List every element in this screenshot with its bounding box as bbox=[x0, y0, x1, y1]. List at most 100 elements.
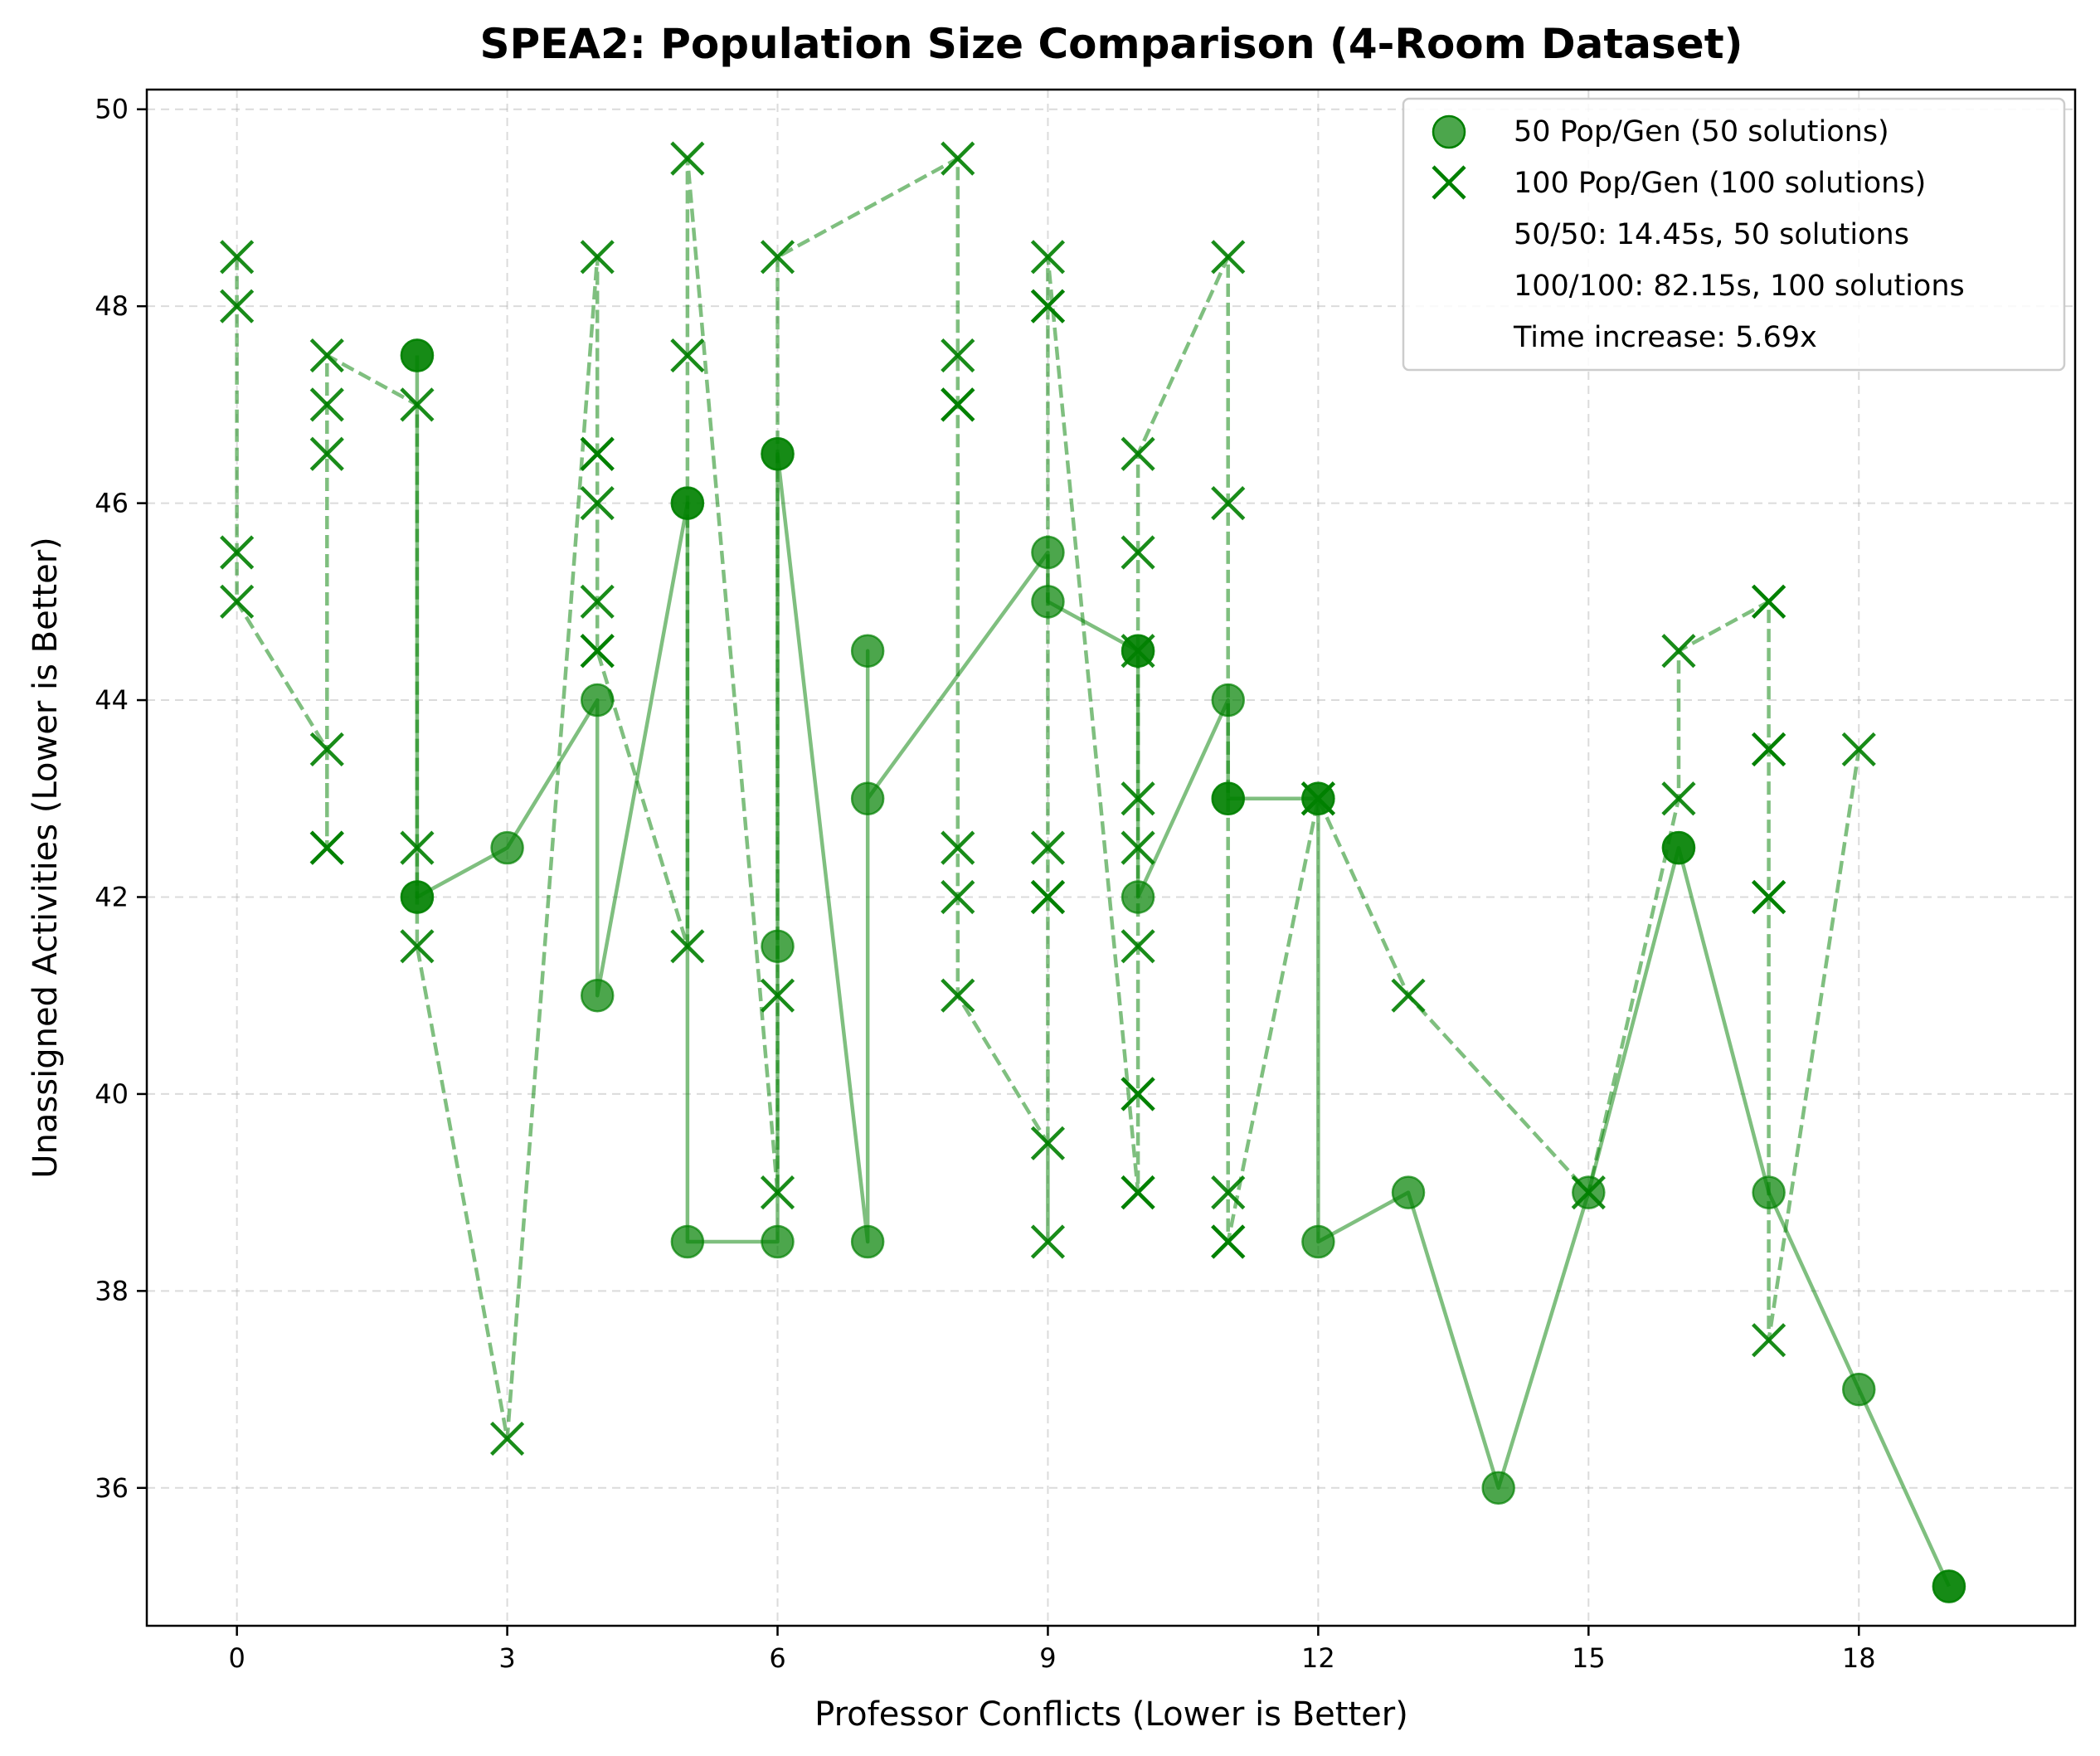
point-50-pop bbox=[1031, 585, 1065, 619]
point-100-pop bbox=[1120, 535, 1155, 570]
point-100-pop bbox=[1752, 879, 1786, 915]
point-100-pop bbox=[1211, 486, 1246, 521]
point-50-pop bbox=[580, 978, 615, 1013]
point-100-pop bbox=[309, 830, 344, 865]
point-100-pop bbox=[941, 879, 975, 915]
legend-note-100: 100/100: 82.15s, 100 solutions bbox=[1514, 270, 1965, 303]
point-50-pop bbox=[761, 1224, 795, 1259]
y-tick-label: 36 bbox=[95, 1472, 129, 1504]
point-50-pop bbox=[1481, 1471, 1515, 1505]
point-100-pop bbox=[580, 240, 615, 275]
point-100-pop bbox=[670, 141, 705, 176]
point-100-pop bbox=[1752, 1323, 1786, 1358]
data-marks bbox=[220, 141, 1966, 1603]
point-50-pop bbox=[1120, 880, 1155, 914]
x-tick-label: 0 bbox=[228, 1642, 245, 1674]
point-100-pop bbox=[941, 830, 975, 865]
point-100-pop bbox=[670, 929, 705, 964]
x-tick-label: 18 bbox=[1842, 1642, 1876, 1674]
legend-box bbox=[1402, 97, 2066, 372]
point-100-pop bbox=[580, 486, 615, 521]
x-axis-label: Professor Conflicts (Lower is Better) bbox=[814, 1695, 1408, 1734]
point-50-pop bbox=[1031, 535, 1065, 570]
point-100-pop bbox=[1211, 1224, 1246, 1259]
y-tick-label: 50 bbox=[95, 94, 129, 125]
y-axis-label: Unassigned Activities (Lower is Better) bbox=[27, 537, 65, 1178]
point-100-pop bbox=[1752, 732, 1786, 767]
series-line-1 bbox=[235, 156, 1861, 1441]
point-100-pop bbox=[1300, 781, 1335, 816]
x-tick-label: 12 bbox=[1301, 1642, 1335, 1674]
x-tick-label: 6 bbox=[769, 1642, 785, 1674]
point-50-pop bbox=[1842, 1372, 1876, 1407]
legend-marker-x bbox=[1432, 165, 1466, 200]
y-tick-label: 48 bbox=[95, 290, 129, 322]
point-100-pop bbox=[1661, 781, 1696, 816]
point-100-pop bbox=[1391, 978, 1426, 1013]
point-100-pop bbox=[941, 387, 975, 422]
point-50-pop bbox=[761, 437, 795, 471]
point-100-pop bbox=[580, 436, 615, 471]
point-100-pop bbox=[1120, 436, 1155, 471]
point-50-pop bbox=[580, 683, 615, 717]
point-50-pop bbox=[400, 880, 435, 914]
point-50-pop bbox=[1301, 1224, 1335, 1259]
point-100-pop bbox=[941, 338, 975, 373]
point-100-pop bbox=[941, 141, 975, 176]
plot-frame bbox=[145, 88, 2077, 1627]
point-100-pop bbox=[1841, 732, 1876, 767]
point-50-pop bbox=[670, 1224, 705, 1259]
x-tick-label: 15 bbox=[1572, 1642, 1606, 1674]
legend: 50 Pop/Gen (50 solutions) 100 Pop/Gen (1… bbox=[1402, 97, 2066, 372]
point-100-pop bbox=[760, 1175, 795, 1210]
point-100-pop bbox=[220, 584, 255, 619]
point-100-pop bbox=[1030, 1126, 1066, 1160]
legend-entry-50: 50 Pop/Gen (50 solutions) bbox=[1514, 115, 1889, 148]
point-100-pop bbox=[1120, 830, 1155, 865]
point-100-pop bbox=[1211, 1175, 1246, 1210]
point-100-pop bbox=[1752, 584, 1786, 619]
chart-title: SPEA2: Population Size Comparison (4-Roo… bbox=[480, 20, 1743, 68]
point-100-pop bbox=[1030, 289, 1066, 323]
y-axis-ticks: 36 38 40 42 44 46 48 50 bbox=[95, 94, 147, 1504]
y-tick-label: 44 bbox=[95, 684, 129, 716]
y-tick-label: 40 bbox=[95, 1078, 129, 1110]
point-100-pop bbox=[489, 1421, 525, 1457]
point-100-pop bbox=[1120, 1175, 1155, 1210]
point-100-pop bbox=[580, 634, 615, 669]
point-50-pop bbox=[1752, 1175, 1786, 1209]
point-100-pop bbox=[400, 929, 435, 964]
point-100-pop bbox=[580, 584, 615, 619]
point-50-pop bbox=[400, 338, 435, 372]
legend-marker-circle bbox=[1432, 114, 1466, 149]
point-100-pop bbox=[760, 978, 795, 1013]
point-50-pop bbox=[850, 634, 885, 668]
x-tick-label: 3 bbox=[498, 1642, 515, 1674]
point-100-pop bbox=[309, 387, 344, 422]
point-100-pop bbox=[400, 387, 435, 422]
point-50-pop bbox=[1391, 1175, 1426, 1209]
point-100-pop bbox=[760, 240, 795, 275]
point-50-pop bbox=[1932, 1569, 1966, 1603]
point-100-pop bbox=[1030, 1224, 1066, 1259]
point-100-pop bbox=[1030, 240, 1066, 275]
point-100-pop bbox=[1120, 1077, 1155, 1111]
x-tick-label: 9 bbox=[1039, 1642, 1056, 1674]
point-100-pop bbox=[1571, 1175, 1606, 1210]
series-lines bbox=[235, 156, 1951, 1588]
point-100-pop bbox=[1661, 634, 1696, 669]
x-axis-ticks: 0 3 6 9 12 15 18 bbox=[228, 1626, 1876, 1674]
point-100-pop bbox=[1030, 879, 1066, 915]
legend-note-time: Time increase: 5.69x bbox=[1513, 321, 1817, 354]
point-50-pop bbox=[1211, 781, 1245, 816]
point-100-pop bbox=[309, 732, 344, 767]
point-100-pop bbox=[309, 338, 344, 373]
point-100-pop bbox=[400, 830, 435, 865]
point-50-pop bbox=[850, 1224, 885, 1259]
point-100-pop bbox=[220, 289, 255, 323]
point-50-pop bbox=[761, 929, 795, 964]
point-50-pop bbox=[850, 781, 885, 816]
point-50-pop bbox=[670, 486, 705, 520]
